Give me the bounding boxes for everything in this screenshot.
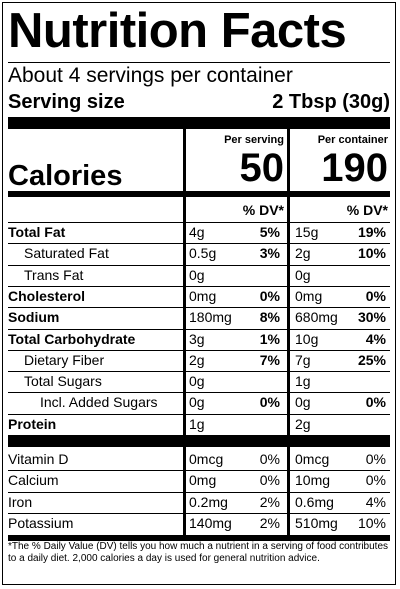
container-dv: 30% (357, 309, 386, 326)
nutrient-name: Dietary Fiber (24, 351, 105, 368)
nutrient-name: Trans Fat (24, 266, 84, 283)
calories-label: Calories (8, 160, 123, 192)
row-divider (8, 285, 390, 287)
row-divider (8, 491, 390, 493)
column-separator-right (287, 197, 290, 535)
container-amount: 7g (295, 351, 311, 368)
nutrient-name: Cholesterol (8, 287, 86, 304)
serving-dv: 8% (259, 309, 280, 326)
serving-amount: 0.2mg (189, 493, 228, 510)
serving-dv: 2% (259, 514, 280, 531)
container-amount: 2g (295, 415, 311, 432)
serving-dv: 0% (259, 287, 280, 304)
row-divider (8, 512, 390, 514)
servings-per-container: About 4 servings per container (8, 64, 293, 87)
vitamin-name: Vitamin D (8, 451, 69, 467)
per-container-header: Per container (317, 134, 388, 146)
container-dv: 25% (357, 351, 386, 368)
calories-per-serving: 50 (239, 146, 285, 190)
nutrient-name: Protein (8, 415, 57, 432)
container-dv: 10% (357, 245, 386, 262)
nutrient-name: Incl. Added Sugars (40, 394, 158, 411)
serving-amount: 0.5g (189, 245, 217, 262)
container-dv: 0% (365, 472, 386, 489)
serving-amount: 1g (189, 415, 205, 432)
serving-amount: 0mg (189, 472, 217, 489)
serving-dv: 0% (259, 394, 280, 411)
serving-amount: 4g (189, 224, 205, 240)
serving-amount: 180mg (189, 309, 232, 326)
container-amount: 0mg (295, 287, 323, 304)
serving-amount: 3g (189, 330, 205, 347)
column-separator-left-top (183, 129, 186, 191)
container-dv: 19% (357, 224, 386, 240)
container-dv: 10% (357, 514, 386, 531)
row-divider (8, 413, 390, 415)
serving-dv: 0% (259, 451, 280, 467)
per-serving-header: Per serving (224, 134, 284, 146)
row-divider (8, 392, 390, 394)
row-divider (8, 243, 390, 245)
serving-dv: 7% (259, 351, 280, 368)
column-separator-right-top (287, 129, 290, 191)
serving-amount: 0mcg (189, 451, 224, 467)
row-divider (8, 328, 390, 330)
footnote: *The % Daily Value (DV) tells you how mu… (8, 541, 388, 564)
thick-divider-calories (8, 191, 390, 197)
row-divider (8, 307, 390, 309)
container-amount: 15g (295, 224, 319, 240)
vitamin-name: Calcium (8, 472, 59, 489)
container-amount: 1g (295, 373, 311, 390)
serving-dv: 0% (259, 472, 280, 489)
container-amount: 510mg (295, 514, 338, 531)
container-amount: 680mg (295, 309, 338, 326)
container-amount: 2g (295, 245, 311, 262)
nutrient-name: Saturated Fat (24, 245, 109, 262)
serving-amount: 0g (189, 394, 205, 411)
nutrient-name: Total Fat (8, 224, 66, 240)
row-divider (8, 264, 390, 266)
nutrient-name: Total Sugars (24, 373, 102, 390)
container-dv: 0% (365, 394, 386, 411)
serving-dv: 5% (259, 224, 280, 240)
container-amount: 0.6mg (295, 493, 334, 510)
dv-header-container: % DV* (346, 202, 388, 218)
title-divider (8, 62, 390, 63)
serving-amount: 140mg (189, 514, 232, 531)
row-divider (8, 470, 390, 472)
container-dv: 0% (365, 451, 386, 467)
serving-amount: 0g (189, 373, 205, 390)
container-amount: 0mcg (295, 451, 330, 467)
vitamin-name: Iron (8, 493, 33, 510)
container-dv: 4% (365, 493, 386, 510)
serving-dv: 1% (259, 330, 280, 347)
serving-dv: 3% (259, 245, 280, 262)
container-amount: 10mg (295, 472, 331, 489)
serving-size-label: Serving size (8, 91, 125, 113)
calories-per-container: 190 (321, 146, 388, 190)
serving-amount: 2g (189, 351, 205, 368)
container-amount: 0g (295, 266, 311, 283)
serving-amount: 0g (189, 266, 205, 283)
container-dv: 0% (365, 287, 386, 304)
nutrition-label (2, 2, 396, 585)
row-divider (8, 349, 390, 351)
thick-divider-top (8, 117, 390, 129)
dv-header-serving: % DV* (242, 202, 284, 218)
nutrient-name: Sodium (8, 309, 60, 326)
container-amount: 0g (295, 394, 311, 411)
serving-dv: 2% (259, 493, 280, 510)
serving-size-value: 2 Tbsp (30g) (272, 91, 390, 113)
label-title: Nutrition Facts (8, 4, 347, 58)
nutrient-name: Total Carbohydrate (8, 330, 136, 347)
thick-divider-vitamins (8, 435, 390, 447)
row-divider (8, 371, 390, 373)
vitamin-name: Potassium (8, 514, 74, 531)
container-amount: 10g (295, 330, 319, 347)
serving-amount: 0mg (189, 287, 217, 304)
container-dv: 4% (365, 330, 386, 347)
thick-divider-bottom (8, 535, 390, 541)
column-separator-left (183, 197, 186, 535)
row-divider (8, 222, 390, 223)
